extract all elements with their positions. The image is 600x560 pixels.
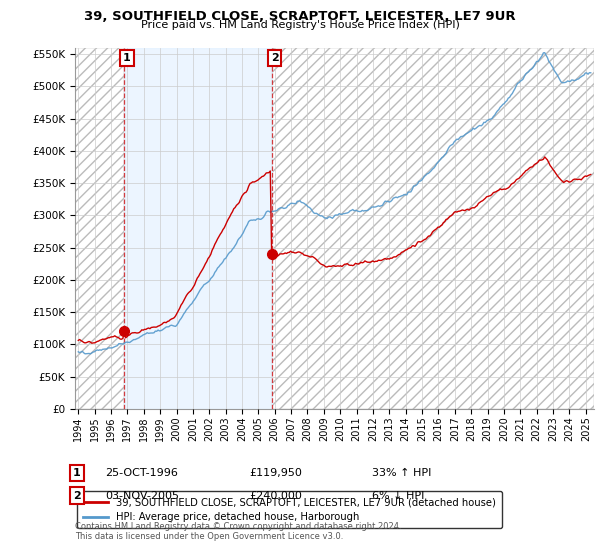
Text: £240,000: £240,000 — [249, 491, 302, 501]
Bar — [272, 48, 594, 409]
Bar — [124, 48, 272, 409]
Text: 1: 1 — [73, 468, 80, 478]
Text: 2: 2 — [271, 53, 278, 63]
Text: Contains HM Land Registry data © Crown copyright and database right 2024.
This d: Contains HM Land Registry data © Crown c… — [75, 522, 401, 542]
Text: 25-OCT-1996: 25-OCT-1996 — [105, 468, 178, 478]
Bar — [75, 48, 124, 409]
Text: Price paid vs. HM Land Registry's House Price Index (HPI): Price paid vs. HM Land Registry's House … — [140, 20, 460, 30]
Text: 6% ↓ HPI: 6% ↓ HPI — [372, 491, 424, 501]
Legend: 39, SOUTHFIELD CLOSE, SCRAPTOFT, LEICESTER, LE7 9UR (detached house), HPI: Avera: 39, SOUTHFIELD CLOSE, SCRAPTOFT, LEICEST… — [77, 492, 502, 529]
Text: 39, SOUTHFIELD CLOSE, SCRAPTOFT, LEICESTER, LE7 9UR: 39, SOUTHFIELD CLOSE, SCRAPTOFT, LEICEST… — [84, 10, 516, 22]
Text: 33% ↑ HPI: 33% ↑ HPI — [372, 468, 431, 478]
Text: 03-NOV-2005: 03-NOV-2005 — [105, 491, 179, 501]
Text: 2: 2 — [73, 491, 80, 501]
Text: £119,950: £119,950 — [249, 468, 302, 478]
Text: 1: 1 — [123, 53, 131, 63]
